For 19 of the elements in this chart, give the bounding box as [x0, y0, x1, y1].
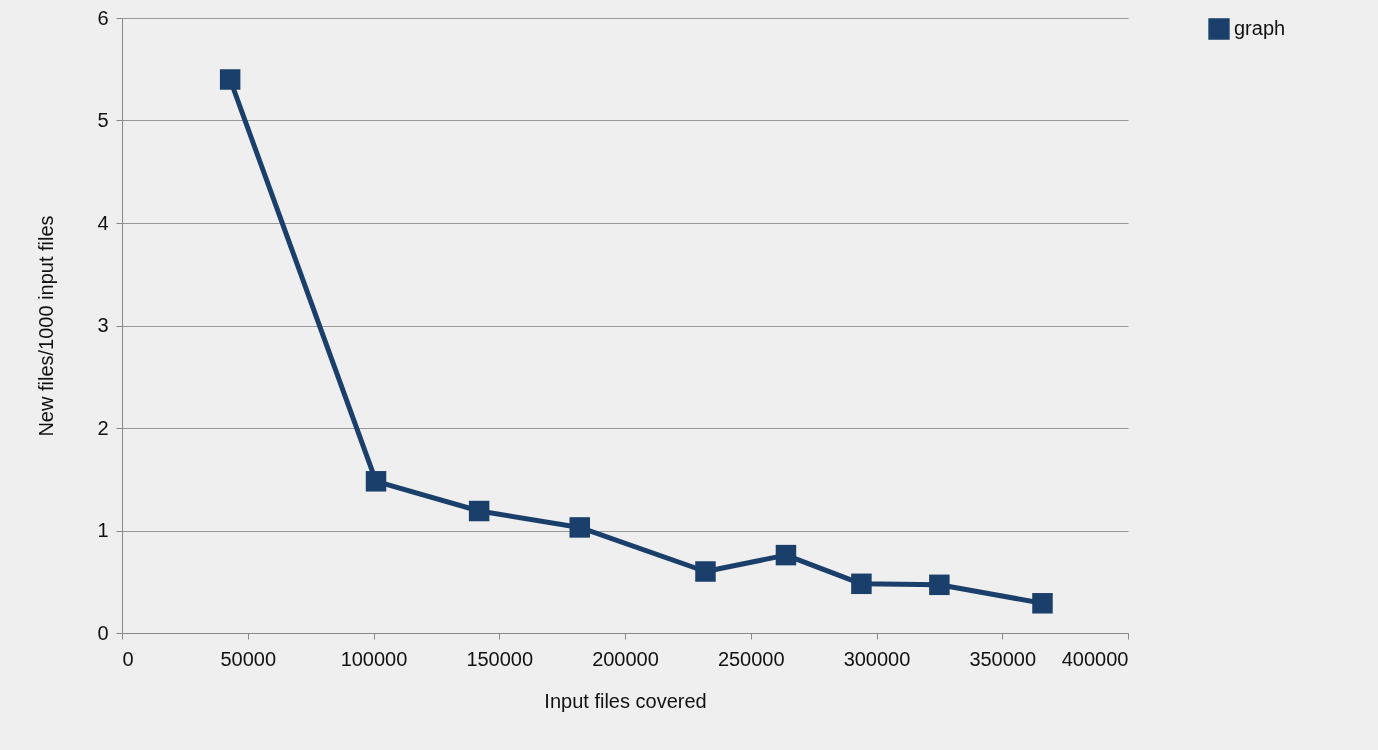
y-tick-label: 5 — [97, 109, 109, 131]
y-tick-label: 6 — [97, 6, 109, 29]
y-tick-label: 0 — [97, 621, 109, 644]
x-tick-label: 0 — [122, 647, 134, 670]
x-tick-label: 350000 — [969, 647, 1037, 670]
x-tick-label: 200000 — [592, 647, 659, 670]
legend-label: graph — [1234, 17, 1286, 39]
x-tick-label: 400000 — [1061, 647, 1129, 670]
x-tick-label: 100000 — [340, 647, 408, 670]
x-tick-label: 250000 — [717, 647, 785, 670]
x-tick-label: 150000 — [466, 647, 534, 670]
y-axis-title: New files/1000 input files — [35, 215, 58, 437]
y-tick-label: 4 — [97, 211, 109, 234]
y-tick-label: 2 — [97, 416, 109, 439]
y-tick-label: 3 — [97, 314, 109, 336]
x-tick-label: 50000 — [220, 647, 277, 670]
x-axis-title: Input files covered — [544, 689, 707, 712]
y-tick-label: 1 — [97, 519, 109, 541]
x-tick-label: 300000 — [843, 647, 911, 670]
